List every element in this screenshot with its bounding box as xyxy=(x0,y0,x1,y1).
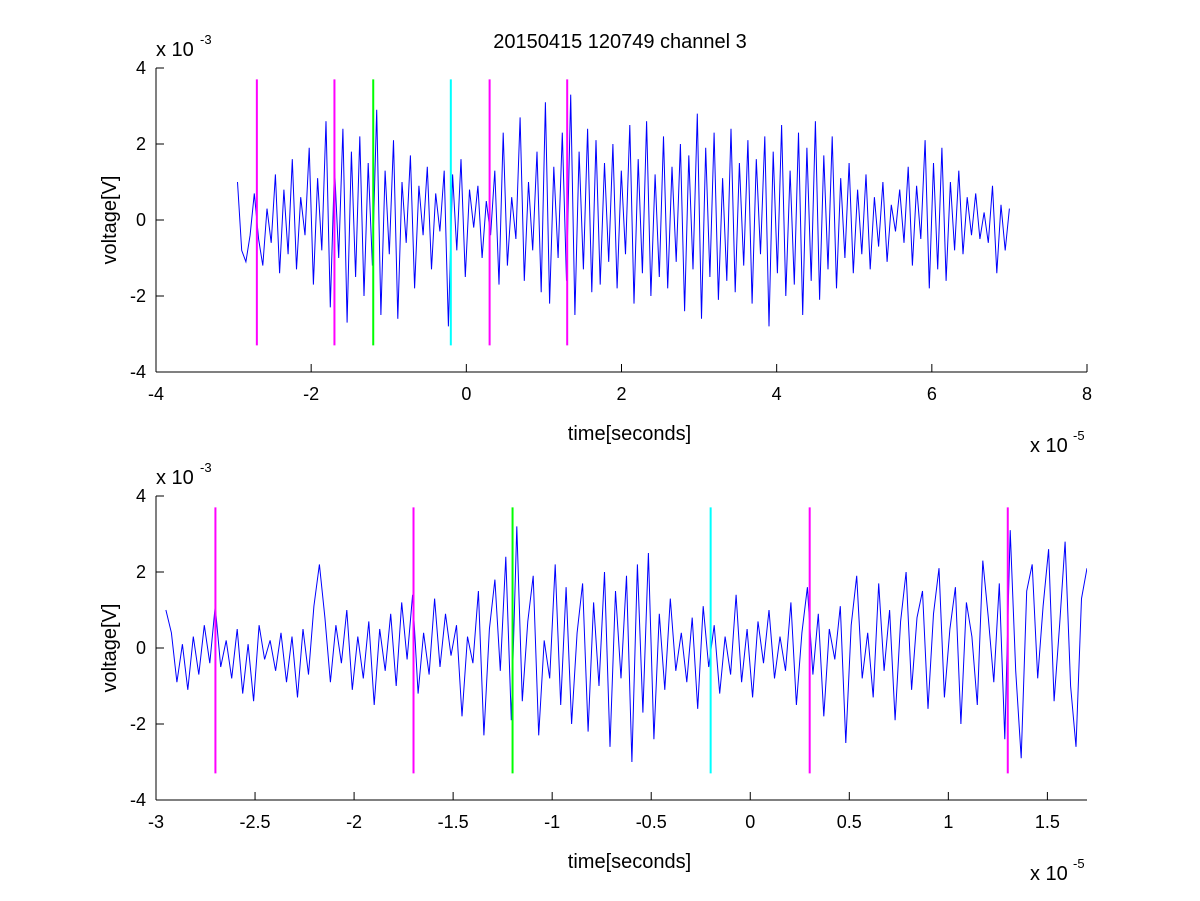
chart-title: 20150415 120749 channel 3 xyxy=(493,31,747,53)
y-tick-label: -4 xyxy=(130,362,146,382)
x-axis-multiplier: x 10 xyxy=(1030,863,1068,885)
x-tick-label: -2 xyxy=(303,384,319,404)
y-tick-label: 2 xyxy=(136,134,146,154)
bottom-panel: -3 -2.5 -2 -1.5 -1 -0.5 0 0.5 1 1.5 -4 -2 0 2 4 time[se… xyxy=(99,460,1087,885)
top-panel: -4 -2 0 2 4 6 8 -4 -2 0 2 4 time[seconds] voltage[V] x… xyxy=(99,32,1092,457)
y-tick-label: 4 xyxy=(136,58,146,78)
x-tick-label: -0.5 xyxy=(636,812,667,832)
x-tick-label: -1.5 xyxy=(438,812,469,832)
y-tick-label: 2 xyxy=(136,562,146,582)
x-tick-label: -2 xyxy=(346,812,362,832)
x-tick-label: 1 xyxy=(943,812,953,832)
x-tick-label: 8 xyxy=(1082,384,1092,404)
x-axis-multiplier-exponent: -5 xyxy=(1073,856,1085,871)
y-axis-multiplier-exponent: -3 xyxy=(200,32,212,47)
x-axis-multiplier: x 10 xyxy=(1030,435,1068,457)
x-tick-label: 4 xyxy=(772,384,782,404)
x-tick-label: -3 xyxy=(148,812,164,832)
y-axis-label: voltage[V] xyxy=(99,176,121,265)
x-tick-label: 6 xyxy=(927,384,937,404)
signal-series-line xyxy=(237,94,1010,327)
x-tick-label: -4 xyxy=(148,384,164,404)
x-axis-multiplier-exponent: -5 xyxy=(1073,428,1085,443)
y-tick-label: -4 xyxy=(130,790,146,810)
y-axis-multiplier: x 10 xyxy=(156,467,194,489)
y-axis-label: voltage[V] xyxy=(99,604,121,693)
x-tick-label: 0 xyxy=(461,384,471,404)
signal-series-line xyxy=(165,526,1087,763)
y-tick-label: -2 xyxy=(130,714,146,734)
x-axis-label: time[seconds] xyxy=(568,851,691,873)
y-axis-multiplier-exponent: -3 xyxy=(200,460,212,475)
x-tick-label: 2 xyxy=(616,384,626,404)
y-tick-label: 4 xyxy=(136,486,146,506)
y-tick-label: 0 xyxy=(136,638,146,658)
x-tick-label: 0 xyxy=(745,812,755,832)
y-tick-label: -2 xyxy=(130,286,146,306)
x-tick-label: -1 xyxy=(544,812,560,832)
x-tick-label: 1.5 xyxy=(1035,812,1060,832)
x-tick-label: -2.5 xyxy=(240,812,271,832)
x-axis-label: time[seconds] xyxy=(568,423,691,445)
y-axis-multiplier: x 10 xyxy=(156,39,194,61)
y-tick-label: 0 xyxy=(136,210,146,230)
x-tick-label: 0.5 xyxy=(837,812,862,832)
